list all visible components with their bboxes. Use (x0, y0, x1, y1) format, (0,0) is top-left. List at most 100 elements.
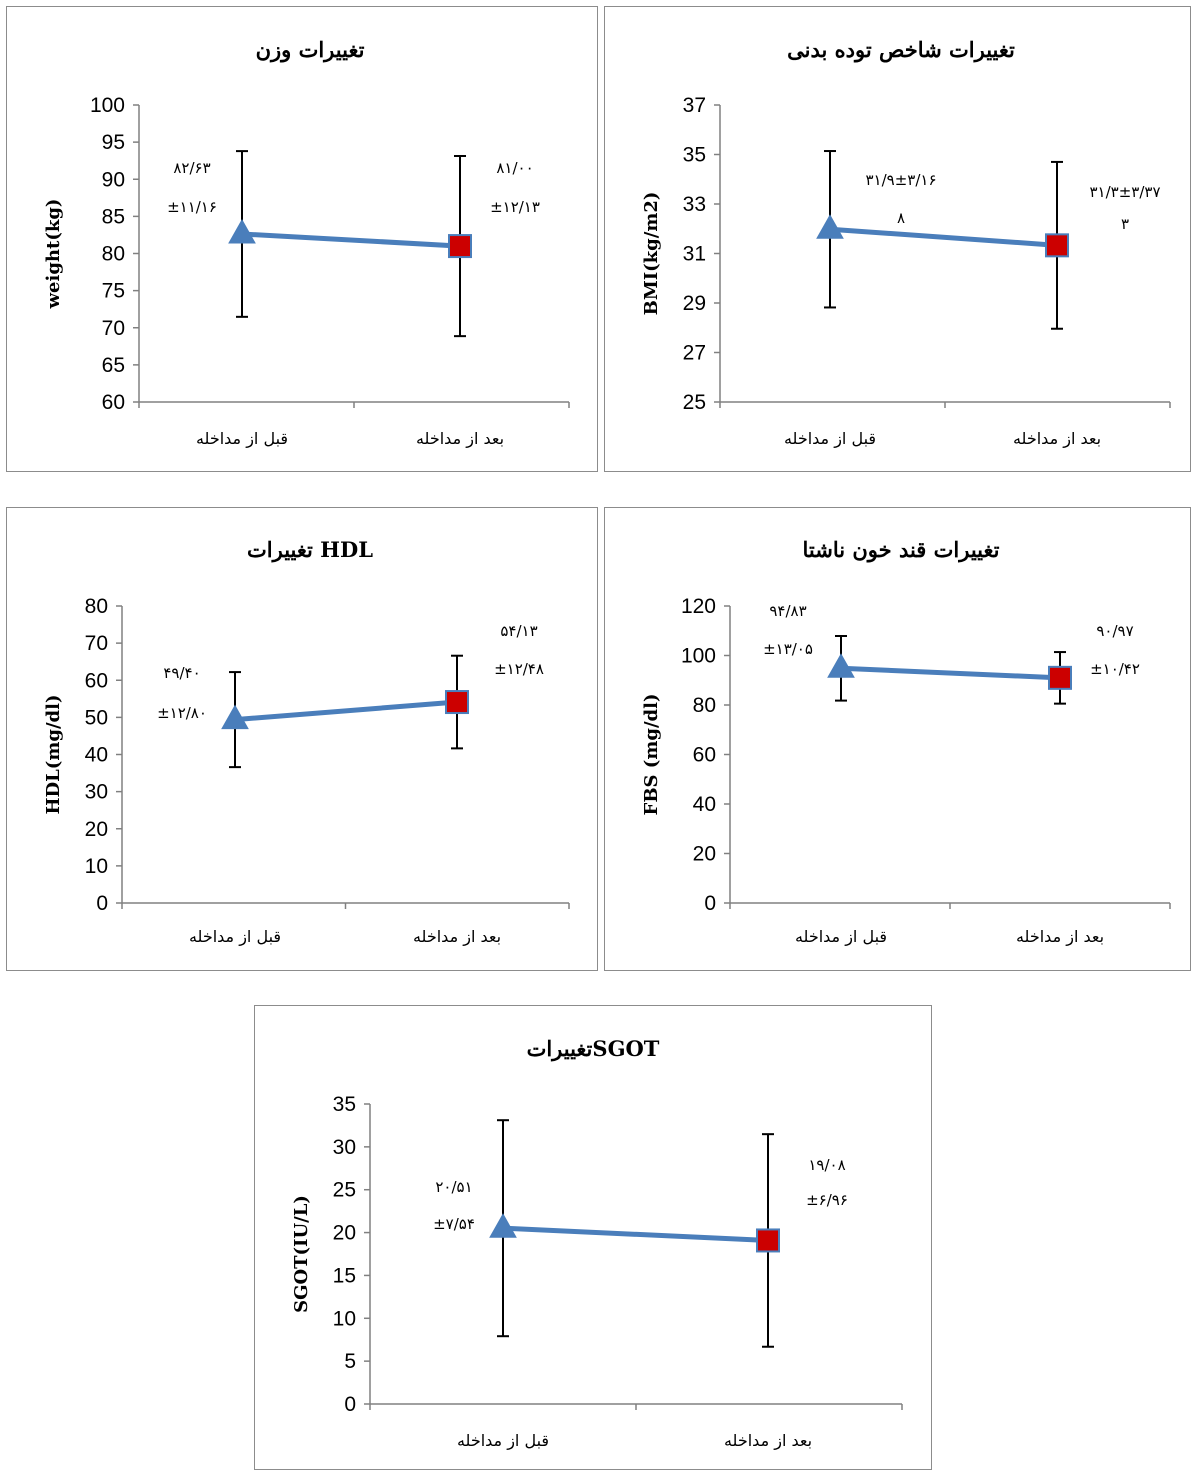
value-annotation: ۹۰/۹۷ (1096, 622, 1133, 640)
point-after-marker (448, 234, 472, 259)
y-tick-label: 25 (683, 391, 706, 414)
y-tick-label: 80 (693, 694, 716, 717)
y-axis-label: BMI(kg/m2) (641, 192, 662, 316)
y-axis-label: FBS (mg/dl) (641, 694, 662, 816)
y-tick-label: 31 (683, 243, 706, 266)
point-after-marker (1045, 233, 1069, 258)
bmi-chart-panel: تغییرات شاخص توده بدنی 25 27 29 31 33 35 37 BMI(… (604, 6, 1191, 472)
series-line (827, 226, 1060, 248)
category-label: قبل از مداخله (795, 927, 887, 947)
y-tick-label: 75 (102, 280, 125, 303)
bmi-chart: تغییرات شاخص توده بدنی 25 27 29 31 33 35 37 BMI(… (641, 37, 1171, 449)
value-annotation: ±۱۳/۰۵ (763, 640, 813, 658)
point-after-marker (1048, 665, 1072, 690)
y-tick-label: 80 (102, 243, 125, 266)
y-tick-label: 35 (683, 144, 706, 167)
series-line (838, 665, 1063, 681)
y-tick-label: 100 (90, 94, 125, 117)
y-tick-label: 120 (681, 595, 716, 618)
value-annotation: ۲۰/۵۱ (435, 1178, 472, 1196)
y-tick-label: 10 (85, 855, 108, 878)
value-annotation: ۴۹/۴۰ (163, 664, 200, 682)
weight-chart: تغییرات وزن 60 65 70 75 80 85 90 95 100 weight(kg)… (43, 37, 570, 449)
y-tick-label: 95 (102, 131, 125, 154)
value-annotation: ۱۹/۰۸ (808, 1156, 845, 1174)
chart-title: تغییرات وزن (256, 37, 365, 63)
y-tick-label: 5 (344, 1350, 356, 1373)
y-tick-label: 65 (102, 354, 125, 377)
chart-title: تغییرات شاخص توده بدنی (787, 37, 1015, 63)
y-tick-label: 30 (333, 1136, 356, 1159)
value-annotation: ۸ (897, 209, 905, 227)
y-tick-label: 0 (344, 1393, 356, 1416)
y-tick-label: 20 (333, 1222, 356, 1245)
value-annotation: ۳۱/۹±۳/۱۶ (865, 171, 936, 189)
category-label: بعد از مداخله (1013, 429, 1101, 449)
y-tick-label: 27 (683, 342, 706, 365)
value-annotation: ۵۴/۱۳ (500, 622, 537, 640)
value-annotation: ۳ (1121, 215, 1129, 233)
point-before-marker (221, 704, 249, 730)
sgot-chart-panel: تغییراتSGOT 0 5 10 15 20 25 30 35 SGOT(IU/L) قبل ا… (254, 1005, 932, 1470)
y-axis-label: SGOT(IU/L) (291, 1195, 312, 1313)
series-line (239, 231, 463, 249)
value-annotation: ۹۴/۸۳ (769, 602, 806, 620)
y-tick-label: 70 (102, 317, 125, 340)
value-annotation: ۸۱/۰۰ (496, 159, 533, 177)
y-tick-label: 35 (333, 1093, 356, 1116)
y-tick-label: 90 (102, 168, 125, 191)
category-label: قبل از مداخله (784, 429, 876, 449)
y-tick-label: 70 (85, 632, 108, 655)
category-label: قبل از مداخله (457, 1431, 549, 1451)
hdl-chart-panel: تغییرات HDL 0 10 20 30 40 50 60 70 80 HDL(mg/dl) قب… (6, 507, 598, 971)
y-tick-label: 30 (85, 781, 108, 804)
value-annotation: ±۱۲/۸۰ (157, 704, 207, 722)
sgot-chart: تغییراتSGOT 0 5 10 15 20 25 30 35 SGOT(IU/L) قبل ا… (291, 1036, 903, 1451)
y-tick-label: 29 (683, 292, 706, 315)
category-label: قبل از مداخله (189, 927, 281, 947)
y-tick-label: 10 (333, 1307, 356, 1330)
value-annotation: ۸۲/۶۳ (173, 159, 210, 177)
point-before-marker (489, 1213, 517, 1238)
chart-title: تغییرات HDL (247, 537, 373, 563)
series-line (500, 1225, 771, 1243)
chart-title: تغییراتSGOT (527, 1036, 660, 1062)
series-line (232, 699, 460, 723)
y-tick-label: 85 (102, 205, 125, 228)
y-tick-label: 60 (102, 391, 125, 414)
category-label: بعد از مداخله (413, 927, 501, 947)
y-tick-label: 80 (85, 595, 108, 618)
y-tick-label: 15 (333, 1264, 356, 1287)
y-tick-label: 100 (681, 645, 716, 668)
value-annotation: ±۶/۹۶ (806, 1191, 848, 1209)
point-after-marker (756, 1228, 780, 1253)
y-tick-label: 40 (85, 744, 108, 767)
y-axis-label: weight(kg) (43, 199, 64, 310)
value-annotation: ۳۱/۳±۳/۳۷ (1089, 183, 1160, 201)
value-annotation: ±۱۰/۴۲ (1090, 660, 1140, 678)
fbs-chart: تغییرات قند خون ناشتا 0 20 40 60 80 100 120 FBS … (641, 537, 1171, 947)
category-label: بعد از مداخله (1016, 927, 1104, 947)
hdl-chart: تغییرات HDL 0 10 20 30 40 50 60 70 80 HDL(mg/dl) قب… (43, 537, 570, 947)
y-tick-label: 20 (693, 843, 716, 866)
y-tick-label: 60 (85, 669, 108, 692)
chart-title: تغییرات قند خون ناشتا (803, 537, 1000, 563)
y-tick-label: 20 (85, 818, 108, 841)
y-tick-label: 60 (693, 744, 716, 767)
fbs-chart-panel: تغییرات قند خون ناشتا 0 20 40 60 80 100 120 FBS … (604, 507, 1191, 971)
y-axis-label: HDL(mg/dl) (43, 695, 64, 815)
category-label: بعد از مداخله (416, 429, 504, 449)
weight-chart-panel: تغییرات وزن 60 65 70 75 80 85 90 95 100 weight(kg)… (6, 6, 598, 472)
point-before-marker (816, 214, 844, 239)
point-before-marker (228, 218, 256, 244)
y-tick-label: 0 (96, 892, 108, 915)
point-before-marker (827, 653, 855, 678)
value-annotation: ±۱۲/۴۸ (494, 660, 544, 678)
category-label: قبل از مداخله (196, 429, 288, 449)
point-after-marker (445, 690, 469, 715)
y-tick-label: 37 (683, 94, 706, 117)
y-tick-label: 40 (693, 793, 716, 816)
y-tick-label: 0 (704, 892, 716, 915)
y-tick-label: 25 (333, 1179, 356, 1202)
value-annotation: ±۱۱/۱۶ (167, 198, 217, 216)
